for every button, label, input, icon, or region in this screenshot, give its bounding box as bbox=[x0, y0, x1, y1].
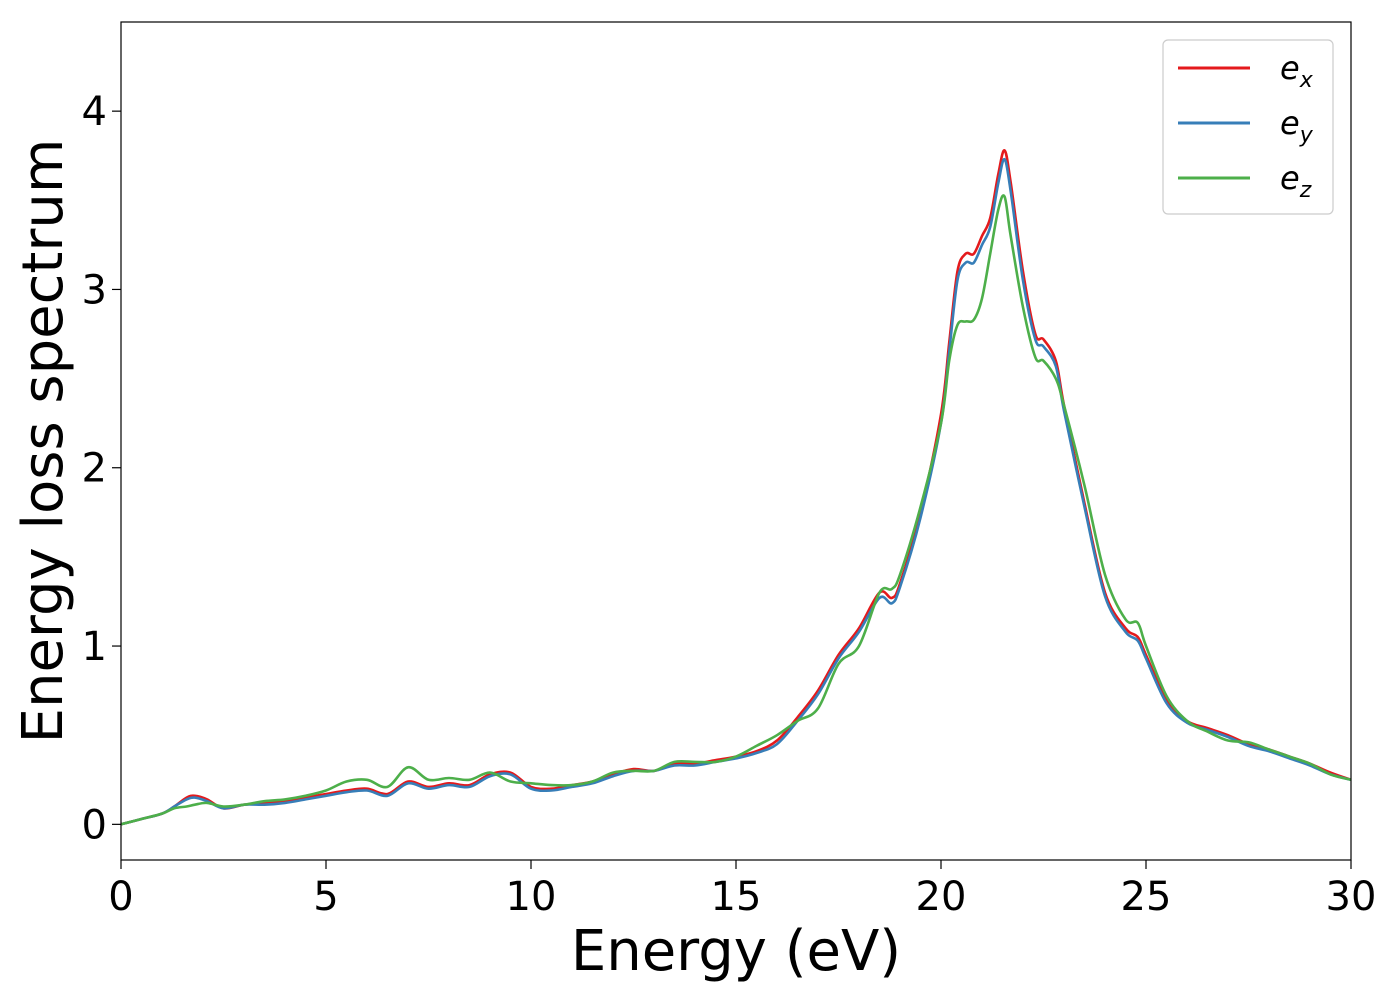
x-tick-label: 15 bbox=[711, 874, 762, 920]
series-line-ex bbox=[120, 149, 1352, 826]
y-axis-title: Energy loss spectrum bbox=[11, 139, 76, 744]
x-axis-title: Energy (eV) bbox=[571, 919, 901, 984]
y-tick-label: 1 bbox=[82, 624, 107, 670]
tick-layer: 0 5 10 15 20 25 30 0 1 2 3 4 bbox=[82, 89, 1377, 920]
x-tick-label: 5 bbox=[313, 874, 338, 920]
series-layer bbox=[120, 149, 1352, 826]
y-tick-label: 3 bbox=[82, 267, 107, 313]
x-tick-label: 25 bbox=[1121, 874, 1172, 920]
x-tick-label: 20 bbox=[916, 874, 967, 920]
x-tick-label: 30 bbox=[1326, 874, 1377, 920]
y-tick-label: 4 bbox=[82, 89, 107, 135]
y-tick-label: 0 bbox=[82, 802, 107, 848]
x-tick-label: 0 bbox=[108, 874, 133, 920]
x-tick-label: 10 bbox=[506, 874, 557, 920]
y-tick-label: 2 bbox=[82, 446, 107, 492]
series-line-ez bbox=[120, 194, 1352, 826]
series-line-ey bbox=[120, 157, 1352, 826]
legend-box bbox=[1162, 39, 1334, 215]
